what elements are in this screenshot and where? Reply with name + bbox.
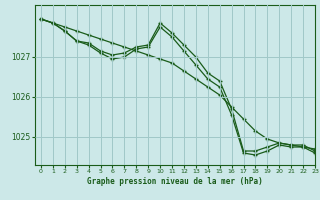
X-axis label: Graphe pression niveau de la mer (hPa): Graphe pression niveau de la mer (hPa) bbox=[87, 177, 263, 186]
